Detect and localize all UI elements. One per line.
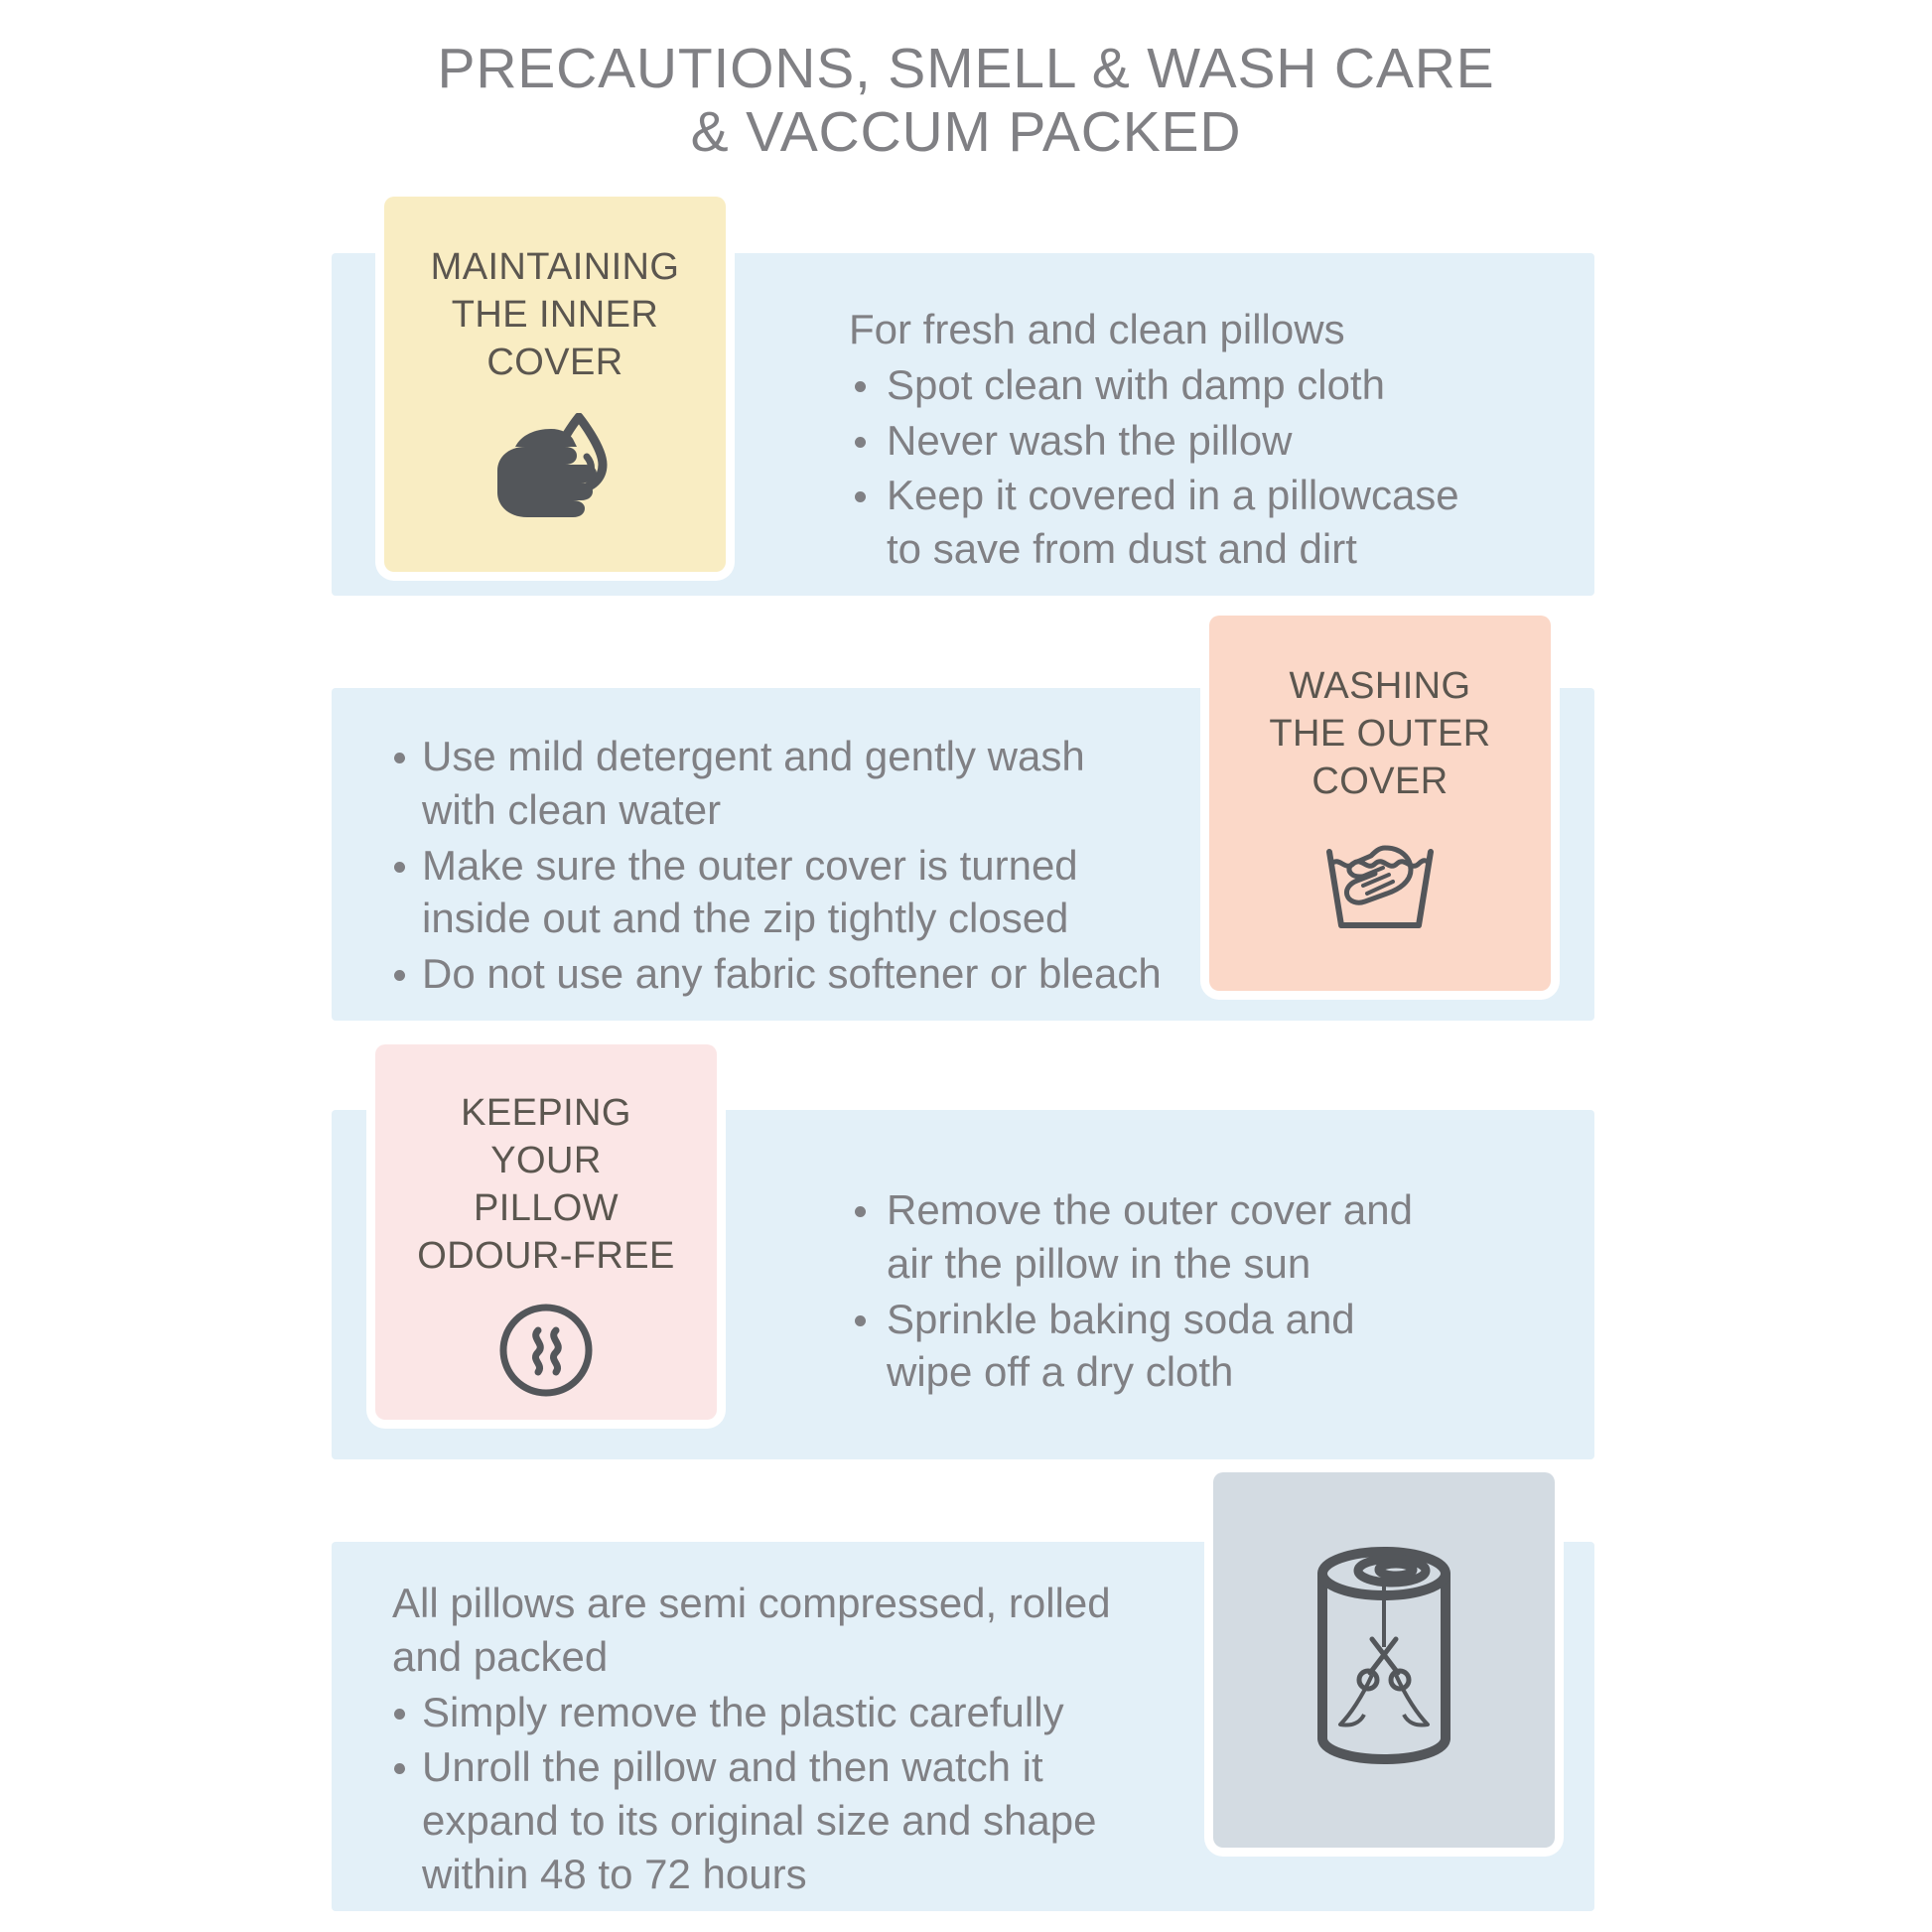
card-title-maintaining-inner-cover: MAINTAINING THE INNER COVER: [430, 246, 680, 383]
list-item: Keep it covered in a pillowcase to save …: [849, 469, 1544, 576]
page-title: PRECAUTIONS, SMELL & WASH CARE & VACCUM …: [437, 37, 1495, 164]
card-title-washing-outer-cover: WASHING THE OUTER COVER: [1269, 665, 1491, 802]
card-maintaining-inner-cover[interactable]: MAINTAINING THE INNER COVER: [384, 197, 726, 572]
list-item: Simply remove the plastic carefully: [392, 1686, 1186, 1739]
bullet-list-washing-outer-cover: Use mild detergent and gently wash with …: [392, 730, 1206, 1001]
card-keeping-pillow-odour-free[interactable]: KEEPING YOUR PILLOW ODOUR-FREE: [375, 1044, 717, 1420]
list-item: Make sure the outer cover is turned insi…: [392, 839, 1206, 946]
text-maintaining-inner-cover: For fresh and clean pillows Spot clean w…: [849, 303, 1544, 578]
list-item: Spot clean with damp cloth: [849, 358, 1544, 412]
rolled-pillow-scissors-icon: [1307, 1544, 1461, 1777]
lead-text-vaccum-packed: All pillows are semi compressed, rolled …: [392, 1580, 1111, 1680]
list-item: Do not use any fabric softener or bleach: [392, 947, 1206, 1001]
card-washing-outer-cover[interactable]: WASHING THE OUTER COVER: [1209, 616, 1551, 991]
text-vaccum-packed: All pillows are semi compressed, rolled …: [392, 1577, 1186, 1903]
card-vaccum-packed[interactable]: [1213, 1472, 1555, 1848]
list-item: Never wash the pillow: [849, 414, 1544, 468]
list-item: Unroll the pillow and then watch it expa…: [392, 1740, 1186, 1900]
card-title-keeping-pillow-odour-free: KEEPING YOUR PILLOW ODOUR-FREE: [417, 1092, 675, 1277]
odour-steam-circle-icon: [494, 1299, 598, 1407]
list-item: Use mild detergent and gently wash with …: [392, 730, 1206, 837]
list-item: Sprinkle baking soda and wipe off a dry …: [849, 1293, 1504, 1400]
text-washing-outer-cover: Use mild detergent and gently wash with …: [392, 730, 1206, 1003]
text-keeping-pillow-odour-free: Remove the outer cover and air the pillo…: [849, 1183, 1504, 1401]
washing-hands-water-drop-icon: [482, 412, 628, 527]
lead-text-maintaining-inner-cover: For fresh and clean pillows: [849, 306, 1345, 352]
list-item: Remove the outer cover and air the pillo…: [849, 1183, 1504, 1291]
hand-wash-basin-icon: [1319, 828, 1441, 940]
bullet-list-vaccum-packed: Simply remove the plastic carefully Unro…: [392, 1686, 1186, 1901]
bullet-list-maintaining-inner-cover: Spot clean with damp cloth Never wash th…: [849, 358, 1544, 576]
bullet-list-keeping-pillow-odour-free: Remove the outer cover and air the pillo…: [849, 1183, 1504, 1399]
